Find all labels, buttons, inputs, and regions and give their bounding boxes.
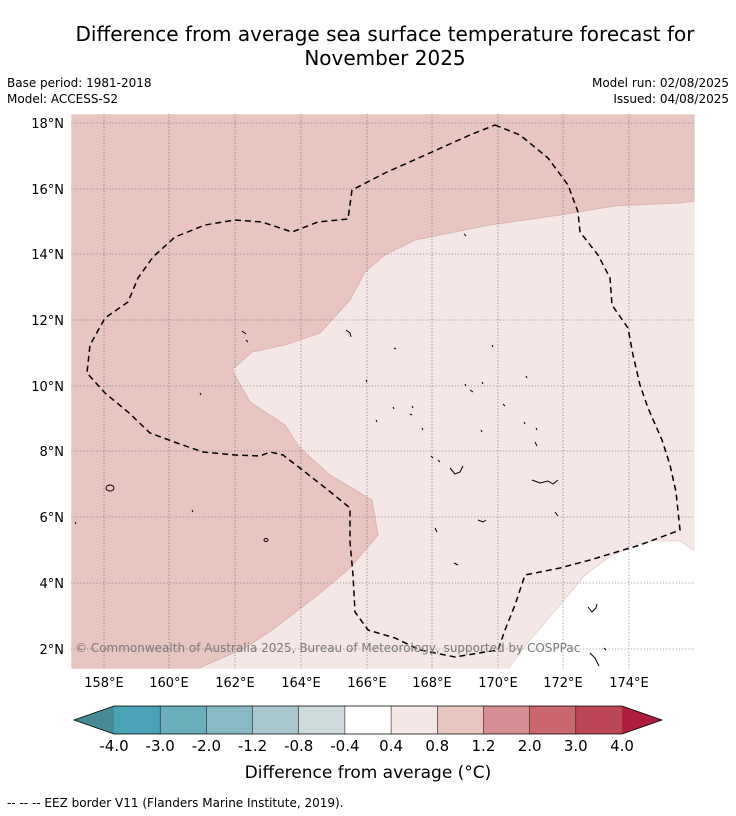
y-tick-label: 12°N: [31, 314, 64, 329]
meta-left: Base period: 1981-2018 Model: ACCESS-S2: [7, 75, 152, 107]
colorbar-segment: [298, 706, 346, 734]
map-frame: [70, 113, 696, 670]
y-tick-label: 14°N: [31, 248, 64, 263]
y-tick-label: 18°N: [31, 117, 64, 132]
y-tick-label: 8°N: [40, 445, 65, 460]
y-axis-labels: 18°N 16°N 14°N 12°N 10°N 8°N 6°N 4°N 2°N: [31, 117, 64, 658]
colorbar-tick-label: 3.0: [564, 737, 588, 755]
eez-legend: -- -- -- EEZ border V11 (Flanders Marine…: [7, 796, 344, 810]
colorbar-tick-label: 0.8: [425, 737, 449, 755]
colorbar-tick-label: 4.0: [610, 737, 634, 755]
x-tick-label: 174°E: [609, 676, 649, 691]
x-axis-labels: 158°E 160°E 162°E 164°E 166°E 168°E 170°…: [84, 676, 649, 691]
y-tick-label: 6°N: [40, 511, 65, 526]
title-line-2: November 2025: [304, 46, 466, 70]
colorbar-tick-label: 2.0: [518, 737, 542, 755]
x-tick-label: 160°E: [149, 676, 189, 691]
colorbar-tick-label: -0.4: [330, 737, 359, 755]
title-line-1: Difference from average sea surface temp…: [75, 22, 695, 46]
y-tick-label: 10°N: [31, 380, 64, 395]
colorbar-outline: [72, 705, 664, 735]
colorbar-tick-label: -4.0: [99, 737, 128, 755]
colorbar-segment: [344, 706, 392, 734]
colorbar-ticks: -4.0 -3.0 -2.0 -1.2 -0.8 -0.4 0.4 0.8 1.2 2.0 3.0 4…: [99, 737, 634, 755]
x-tick-label: 164°E: [281, 676, 321, 691]
colorbar-segment: [483, 706, 530, 734]
y-tick-label: 2°N: [40, 643, 65, 658]
base-period: Base period: 1981-2018: [7, 76, 152, 90]
colorbar-tick-label: -1.2: [238, 737, 267, 755]
colorbar-segment: [575, 706, 623, 734]
anomaly-band-neutral: [508, 541, 695, 669]
copyright-notice: © Commonwealth of Australia 2025, Bureau…: [75, 641, 581, 655]
colorbar-segment: [114, 706, 161, 734]
colorbar-segment: [160, 706, 207, 734]
colorbar-tick-label: -2.0: [192, 737, 221, 755]
colorbar-segment: [437, 706, 484, 734]
model-name: Model: ACCESS-S2: [7, 92, 119, 106]
colorbar-tick-label: -0.8: [284, 737, 313, 755]
sst-anomaly-fill: [71, 114, 696, 670]
issued-date: Issued: 04/08/2025: [613, 92, 729, 106]
colorbar-label: Difference from average (°C): [244, 763, 492, 783]
colorbar-segment: [206, 706, 253, 734]
islands: [74, 233, 607, 667]
colorbar-extend-low: [74, 706, 114, 734]
page-title: Difference from average sea surface temp…: [40, 22, 730, 70]
anomaly-band-mid: [197, 201, 695, 669]
eez-border: [86, 124, 681, 658]
y-tick-label: 4°N: [40, 577, 65, 592]
colorbar-tick-label: 0.4: [379, 737, 403, 755]
x-tick-label: 166°E: [347, 676, 387, 691]
x-tick-label: 162°E: [215, 676, 255, 691]
colorbar-segment: [529, 706, 577, 734]
colorbar-extend-high: [622, 706, 662, 734]
colorbar-tick-label: 1.2: [472, 737, 496, 755]
x-tick-label: 168°E: [412, 676, 452, 691]
x-tick-label: 158°E: [84, 676, 124, 691]
colorbar-segment: [252, 706, 300, 734]
meta-right: Model run: 02/08/2025 Issued: 04/08/2025: [592, 75, 729, 107]
model-run: Model run: 02/08/2025: [591, 76, 729, 90]
x-tick-label: 170°E: [478, 676, 518, 691]
colorbar: [72, 705, 664, 735]
y-tick-label: 16°N: [31, 183, 64, 198]
colorbar-segment: [391, 706, 438, 734]
colorbar-tick-label: -3.0: [146, 737, 175, 755]
x-tick-label: 172°E: [543, 676, 583, 691]
